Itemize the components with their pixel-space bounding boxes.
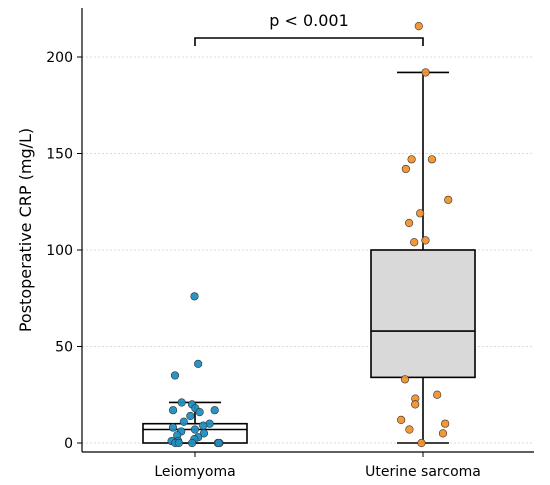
data-point bbox=[410, 238, 419, 247]
iqr-box bbox=[370, 249, 476, 379]
data-point bbox=[187, 438, 197, 448]
data-point bbox=[397, 415, 406, 424]
significance-annotation: p < 0.001 bbox=[194, 11, 424, 46]
data-point bbox=[174, 438, 183, 448]
data-point bbox=[190, 425, 200, 434]
box-group-leiomyoma bbox=[142, 292, 248, 448]
y-axis-title: Postoperative CRP (mg/L) bbox=[16, 128, 35, 332]
data-point bbox=[405, 425, 414, 434]
data-point bbox=[179, 417, 188, 426]
data-point bbox=[214, 438, 223, 448]
p-value-label: p < 0.001 bbox=[269, 11, 349, 30]
y-tick-label: 0 bbox=[64, 436, 73, 452]
data-point bbox=[421, 68, 430, 77]
data-point bbox=[411, 400, 420, 409]
data-point bbox=[417, 438, 426, 448]
data-point bbox=[400, 375, 410, 384]
data-point bbox=[190, 292, 199, 301]
y-tick-label: 200 bbox=[46, 50, 73, 66]
data-point bbox=[168, 406, 178, 415]
data-point bbox=[170, 371, 180, 380]
data-point bbox=[407, 155, 416, 164]
significance-bracket bbox=[194, 37, 424, 46]
x-axis: Leiomyoma Uterine sarcoma bbox=[82, 451, 534, 480]
x-tick-label: Uterine sarcoma bbox=[365, 464, 481, 480]
data-point bbox=[438, 429, 448, 438]
data-point bbox=[199, 421, 208, 430]
boxes bbox=[142, 22, 476, 448]
data-point bbox=[194, 359, 203, 368]
data-point bbox=[416, 209, 425, 218]
y-axis: 0 50 100 150 200 bbox=[46, 8, 83, 452]
data-point bbox=[404, 218, 414, 228]
x-tick-label: Leiomyoma bbox=[154, 464, 235, 480]
data-point bbox=[210, 406, 219, 415]
data-point bbox=[177, 398, 186, 407]
data-point bbox=[195, 408, 204, 417]
data-point bbox=[421, 236, 430, 245]
data-point bbox=[401, 164, 410, 174]
y-tick-label: 100 bbox=[46, 243, 73, 259]
data-point bbox=[433, 390, 442, 399]
data-point bbox=[444, 195, 453, 204]
y-tick-label: 150 bbox=[46, 147, 73, 163]
box-group-uterine-sarcoma bbox=[370, 22, 476, 448]
data-point bbox=[441, 419, 450, 428]
y-tick-label: 50 bbox=[55, 340, 73, 356]
data-point bbox=[168, 423, 178, 432]
data-point bbox=[414, 22, 423, 31]
data-point bbox=[186, 411, 195, 421]
data-point bbox=[199, 429, 209, 438]
data-point bbox=[427, 155, 437, 164]
